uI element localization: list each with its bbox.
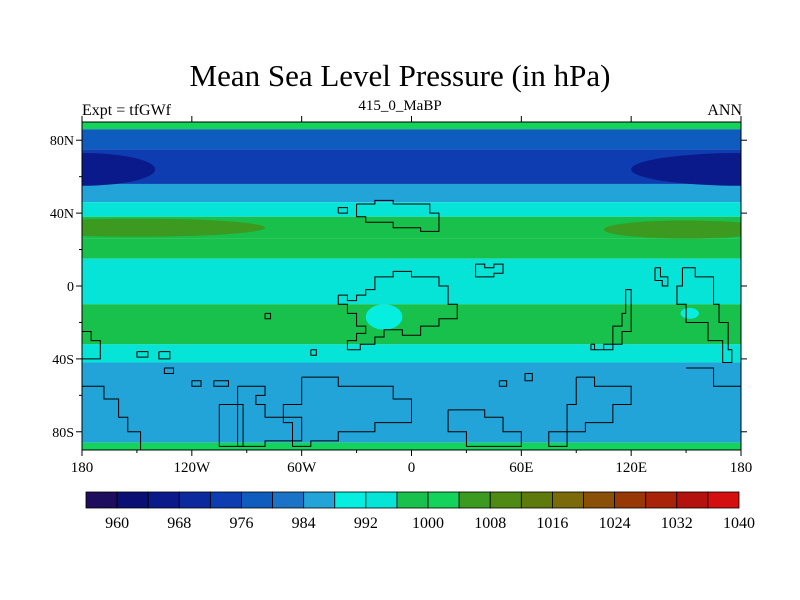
pressure-band-11 bbox=[82, 442, 741, 450]
season-label: ANN bbox=[707, 102, 742, 119]
x-tick-label-2: 60W bbox=[287, 460, 317, 476]
y-tick-label-0: 80N bbox=[50, 134, 74, 149]
colorbar-box-19 bbox=[676, 491, 709, 509]
colorbar-box-6 bbox=[272, 491, 305, 509]
x-tick-label-1: 120W bbox=[173, 460, 211, 476]
colorbar-box-8 bbox=[334, 491, 367, 509]
subtropical-high-west bbox=[82, 218, 266, 237]
coastline-segment-9 bbox=[163, 367, 175, 374]
x-tick-label-0: 180 bbox=[71, 460, 94, 476]
colorbar-label-4: 992 bbox=[354, 515, 378, 532]
colorbar-box-3 bbox=[178, 491, 211, 509]
colorbar-box-2 bbox=[147, 491, 180, 509]
colorbar-box-20 bbox=[707, 491, 740, 509]
pressure-band-9 bbox=[82, 344, 741, 363]
thermal-low-east bbox=[680, 307, 699, 319]
colorbar-box-14 bbox=[520, 491, 553, 509]
coastline-segment-19 bbox=[548, 376, 632, 447]
colorbar-label-10: 1040 bbox=[723, 515, 755, 532]
y-tick-label-4: 80S bbox=[52, 426, 74, 441]
coastline-segment-0 bbox=[356, 199, 440, 232]
colorbar-label-8: 1024 bbox=[599, 515, 631, 532]
colorbar-box-10 bbox=[396, 491, 429, 509]
pressure-band-2 bbox=[82, 149, 741, 184]
pressure-band-6 bbox=[82, 238, 741, 259]
axes: 180 120W 60W 0 60E 120E 180 80N 40N 0 40S 80S bbox=[50, 116, 752, 476]
colorbar-label-2: 976 bbox=[229, 515, 253, 532]
colorbar-box-16 bbox=[583, 491, 616, 509]
coastline-segment-20 bbox=[686, 367, 741, 387]
coastline-segment-2 bbox=[475, 263, 504, 278]
coastline-segment-17 bbox=[498, 380, 508, 387]
coastline-segment-23 bbox=[337, 207, 348, 214]
colorbar-label-9: 1032 bbox=[661, 515, 693, 532]
colorbar-box-9 bbox=[365, 491, 398, 509]
pressure-band-4 bbox=[82, 202, 741, 217]
coastline-segment-5 bbox=[676, 267, 733, 364]
coastline-segment-7 bbox=[136, 351, 149, 358]
run-label: 415_0_MaBP bbox=[358, 98, 442, 114]
thermal-low-central bbox=[365, 304, 403, 330]
colorbar-label-7: 1016 bbox=[536, 515, 568, 532]
coastline-segment-22 bbox=[310, 349, 317, 356]
colorbar-box-15 bbox=[552, 491, 584, 509]
coastline-segment-11 bbox=[213, 380, 229, 387]
x-tick-label-4: 60E bbox=[509, 460, 533, 476]
colorbar-box-11 bbox=[427, 491, 460, 509]
colorbar-box-1 bbox=[116, 491, 149, 509]
north-pacific-low-west bbox=[82, 152, 156, 186]
pressure-band-7 bbox=[82, 258, 741, 305]
y-tick-label-2: 0 bbox=[67, 280, 74, 295]
colorbar-label-6: 1008 bbox=[474, 515, 506, 532]
colorbar: 960 968 976 984 992 1000 1008 1016 1024 1032 1040 bbox=[85, 491, 755, 532]
colorbar-label-5: 1000 bbox=[412, 515, 444, 532]
x-tick-label-5: 120E bbox=[615, 460, 647, 476]
colorbar-label-1: 968 bbox=[167, 515, 191, 532]
pressure-band-8 bbox=[82, 304, 741, 345]
coastline-segment-6 bbox=[82, 331, 101, 360]
coastline-segment-16 bbox=[447, 409, 522, 447]
pressure-band-3 bbox=[82, 183, 741, 203]
coastline-segment-18 bbox=[524, 372, 533, 382]
x-tick-label-6: 180 bbox=[730, 460, 753, 476]
pressure-band-1 bbox=[82, 129, 741, 150]
y-tick-label-3: 40S bbox=[52, 353, 74, 368]
colorbar-box-17 bbox=[614, 491, 647, 509]
colorbar-box-4 bbox=[209, 491, 242, 509]
experiment-label: Expt = tfGWf bbox=[82, 102, 171, 119]
colorbar-box-5 bbox=[241, 491, 273, 509]
colorbar-label-0: 960 bbox=[105, 515, 129, 532]
colorbar-box-7 bbox=[303, 491, 336, 509]
colorbar-box-13 bbox=[489, 491, 522, 509]
coastline-segment-8 bbox=[158, 351, 171, 360]
colorbar-box-12 bbox=[458, 491, 491, 509]
colorbar-box-0 bbox=[85, 491, 118, 509]
x-tick-label-3: 0 bbox=[408, 460, 416, 476]
north-pacific-low-east bbox=[631, 152, 741, 186]
chart-title: Mean Sea Level Pressure (in hPa) bbox=[189, 58, 611, 93]
coastline-segment-21 bbox=[264, 312, 272, 320]
coastlines bbox=[82, 199, 741, 450]
coastline-segment-3 bbox=[590, 289, 632, 351]
coastline-segment-10 bbox=[191, 380, 202, 387]
coastline-segment-14 bbox=[237, 385, 303, 447]
colorbar-box-18 bbox=[645, 491, 678, 509]
colorbar-label-3: 984 bbox=[292, 515, 316, 532]
subtropical-high-east bbox=[603, 220, 741, 239]
pressure-band-0 bbox=[82, 122, 741, 130]
coastline-segment-4 bbox=[654, 267, 669, 287]
y-tick-label-1: 40N bbox=[50, 207, 74, 222]
coastline-segment-12 bbox=[82, 385, 142, 450]
coastline-segment-15 bbox=[282, 376, 412, 447]
coastline-segment-1 bbox=[337, 270, 458, 351]
